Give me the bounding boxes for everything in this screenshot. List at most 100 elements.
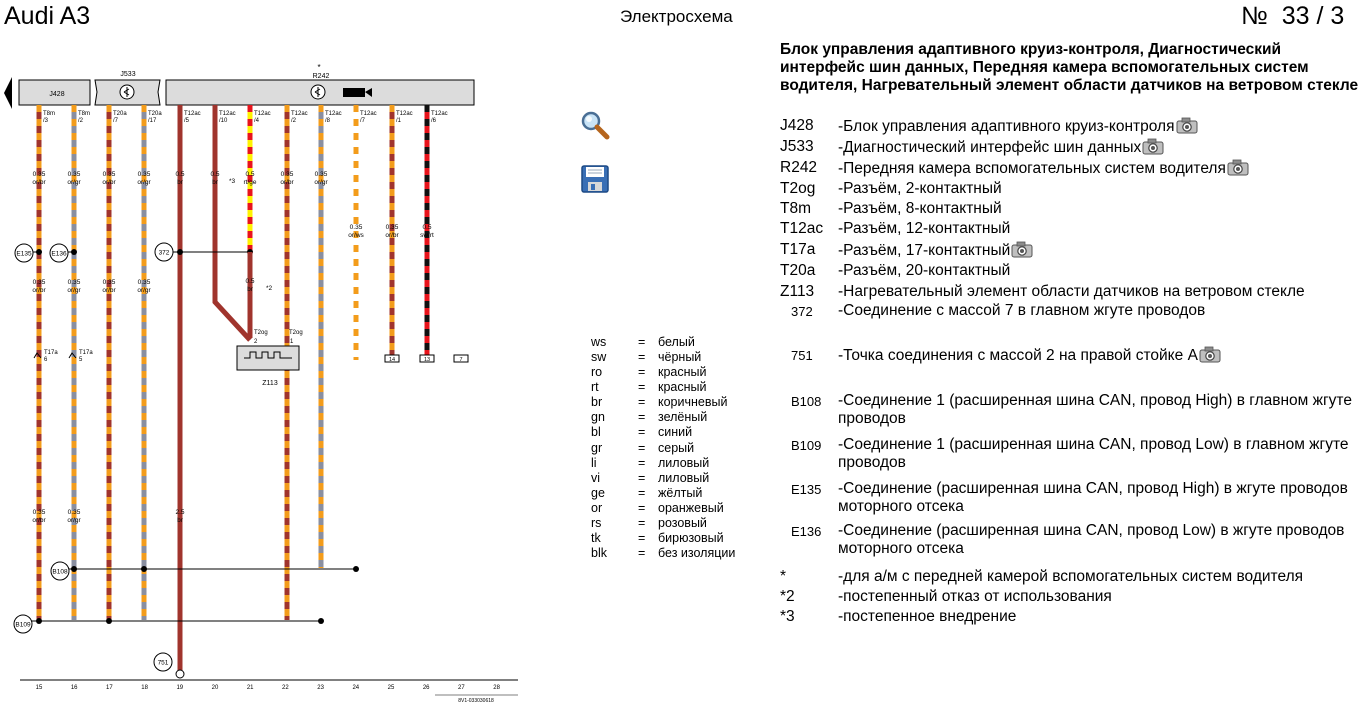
floppy-disk-icon — [581, 165, 609, 193]
legend-description: -Разъём, 17-контактный — [838, 242, 1011, 259]
node-e136 — [49, 243, 69, 263]
wire-size-label: 0.35 — [138, 279, 151, 286]
wire-color-label: or/br — [102, 287, 116, 294]
legend-code: B108 — [791, 394, 822, 409]
wire-t12ac-10 — [212, 105, 252, 342]
legend-code: J428 — [780, 117, 814, 134]
legend-description: -Передняя камера вспомогательных систем … — [838, 160, 1226, 177]
color-code-name: без изоляции — [658, 546, 736, 560]
color-code: li — [591, 456, 597, 470]
pin-label: /6 — [431, 118, 437, 124]
legend-description: -Разъём, 12-контактный — [838, 220, 1011, 237]
r242-note: * — [317, 63, 320, 72]
connector-symbol-icon — [33, 352, 77, 359]
color-code-name: красный — [658, 365, 707, 379]
pin-label: /10 — [219, 118, 228, 124]
legend-code: E136 — [791, 524, 822, 539]
column-number: 16 — [71, 685, 78, 691]
legend-code: T12ac — [780, 220, 824, 237]
wire-size-label: 0.5 — [422, 224, 431, 231]
legend-text: -Разъём, 20-контактный — [838, 262, 1368, 280]
wire-color-label: or/gr — [137, 179, 151, 186]
legend-code: 751 — [791, 348, 813, 363]
pin-label: /8 — [325, 118, 331, 124]
node-b108 — [50, 561, 70, 581]
camera-icon[interactable] — [1176, 117, 1198, 134]
legend-description: -Соединение с массой 7 в главном жгуте п… — [838, 302, 1206, 319]
wire-size-label: 0.35 — [103, 171, 116, 178]
color-code: br — [591, 395, 603, 409]
bus-symbol-glyph — [314, 87, 321, 97]
color-code-equals: = — [638, 441, 646, 455]
terminal-label: 13 — [424, 357, 430, 363]
color-code: bl — [591, 425, 601, 439]
connector-pin: 1 — [290, 339, 294, 345]
ground-point-icon — [175, 669, 185, 679]
legend-code: Z113 — [780, 283, 815, 300]
legend-text: -Разъём, 8-контактный — [838, 200, 1368, 218]
color-code-equals: = — [638, 380, 646, 394]
color-code-equals: = — [638, 395, 646, 409]
wire-color-label: br — [212, 179, 219, 186]
junction-dot — [106, 618, 112, 624]
pin-label: T20a — [148, 111, 162, 117]
node-e135-label: E135 — [16, 250, 32, 257]
legend-text: -Соединение 1 (расширенная шина CAN, про… — [838, 436, 1368, 472]
camera-icon[interactable] — [1142, 138, 1164, 155]
legend-code: R242 — [780, 159, 818, 176]
wire-color-label: or/ws — [348, 232, 364, 239]
camera-icon[interactable] — [1227, 159, 1249, 176]
wire-color-label: or/br — [32, 179, 46, 186]
pin-label: /5 — [184, 118, 190, 124]
document-code: 8V1-033030618 — [458, 698, 494, 704]
legend-code: T20a — [780, 262, 816, 279]
color-code-equals: = — [638, 486, 646, 500]
wire-size-label: 0.35 — [315, 171, 328, 178]
terminal-label: 14 — [389, 357, 395, 363]
legend-text: -Нагревательный элемент области датчиков… — [838, 283, 1368, 301]
page-back-arrow[interactable] — [4, 77, 12, 109]
camera-lens-icon — [365, 88, 372, 97]
node-b109 — [13, 614, 33, 634]
bus-symbol-glyph — [123, 87, 130, 97]
wire-size-label: 0.5 — [175, 171, 184, 178]
legend-code: E135 — [791, 482, 822, 497]
legend-description: -для а/м с передней камерой вспомогатель… — [838, 568, 1303, 585]
legend-code: *2 — [780, 588, 795, 605]
heater-symbol-icon — [244, 351, 292, 359]
legend-description: -Разъём, 8-контактный — [838, 200, 1002, 217]
legend-text: -Соединение (расширенная шина CAN, прово… — [838, 480, 1368, 516]
pin-label: /3 — [43, 118, 49, 124]
color-code-equals: = — [638, 425, 646, 439]
connector-pin: 6 — [44, 357, 48, 363]
junction-dot — [71, 566, 77, 572]
node-751-label: 751 — [158, 659, 169, 666]
column-number: 27 — [458, 685, 465, 691]
color-code-equals: = — [638, 335, 646, 349]
column-number: 25 — [388, 685, 395, 691]
camera-icon[interactable] — [1011, 241, 1033, 258]
legend-code: T17a — [780, 241, 816, 258]
color-code-name: розовый — [658, 516, 707, 530]
zoom-button[interactable] — [580, 110, 610, 140]
magnifier-icon — [581, 111, 610, 140]
wire-color-label: or/br — [385, 232, 399, 239]
node-e136-label: E136 — [51, 250, 67, 257]
legend-description: -Диагностический интерфейс шин данных — [838, 139, 1142, 156]
wire-color-label: or/br — [280, 179, 294, 186]
pin-label: /2 — [78, 118, 84, 124]
color-code-name: лиловый — [658, 456, 710, 470]
connector-label: T17a — [44, 350, 58, 356]
color-code: gn — [591, 410, 605, 424]
camera-icon[interactable] — [1199, 346, 1221, 363]
color-code-name: белый — [658, 335, 695, 349]
terminal-label: 7 — [459, 357, 462, 363]
page-heading: Электросхема — [620, 7, 733, 26]
wire-size-label: 0.35 — [33, 509, 46, 516]
legend-text: -Соединение с массой 7 в главном жгуте п… — [838, 302, 1368, 320]
legend-description: -Разъём, 20-контактный — [838, 262, 1011, 279]
legend-text: -постепенный отказ от использования — [838, 588, 1368, 606]
legend-code: *3 — [780, 608, 795, 625]
legend-text: -Точка соединения с массой 2 на правой с… — [838, 346, 1368, 365]
save-button[interactable] — [580, 164, 610, 194]
